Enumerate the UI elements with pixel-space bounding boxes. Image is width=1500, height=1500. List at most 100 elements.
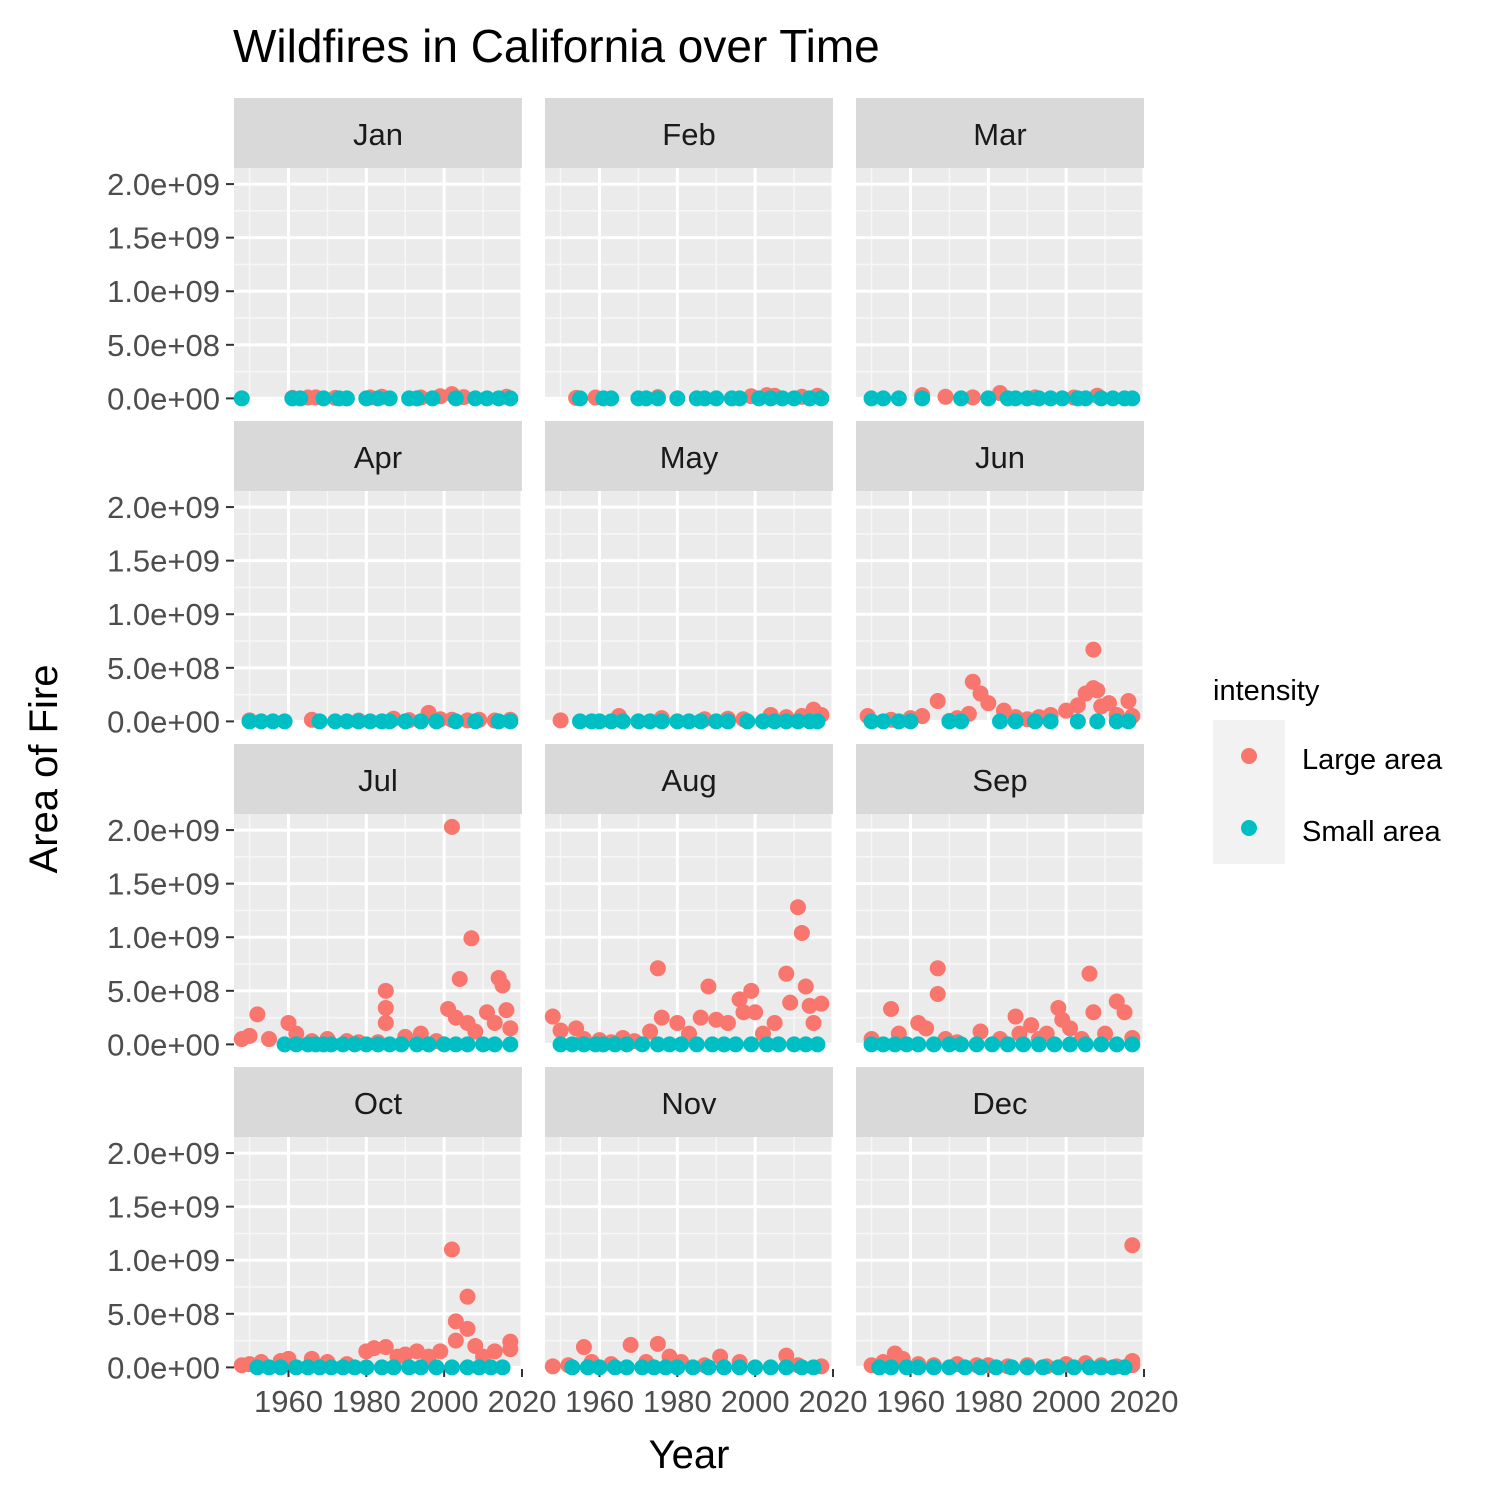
y-tick-label: 1.5e+09 (107, 867, 220, 902)
x-tick-label: 1960 (876, 1384, 945, 1419)
facet-strip (234, 1067, 522, 1137)
point-small-area (471, 1359, 488, 1376)
point-small-area (614, 713, 631, 730)
point-small-area (486, 1036, 503, 1053)
point-large-area (805, 1014, 822, 1031)
point-large-area (1100, 695, 1117, 712)
point-small-area (941, 713, 958, 730)
point-small-area (1089, 713, 1106, 730)
point-small-area (436, 1036, 453, 1053)
point-small-area (805, 1359, 822, 1376)
point-large-area (692, 1009, 709, 1026)
point-small-area (747, 1359, 764, 1376)
y-tick-label: 5.0e+08 (107, 328, 220, 363)
point-small-area (681, 713, 697, 730)
facet-strip-label: Dec (972, 1086, 1027, 1121)
point-small-area (649, 390, 666, 407)
point-small-area (1081, 1359, 1098, 1376)
point-small-area (953, 390, 970, 407)
point-small-area (1030, 390, 1047, 407)
point-small-area (688, 1036, 705, 1053)
point-small-area (988, 1359, 1005, 1376)
x-tick-label: 1960 (254, 1384, 323, 1419)
facet-strip (545, 98, 833, 168)
point-small-area (579, 1359, 596, 1376)
facet-panels: Jan 0.0e+00 5.0e+08 1.0e+09 1.5e+09 2.0e+09 Fe… (107, 98, 1178, 1419)
point-large-area (789, 899, 806, 916)
point-small-area (898, 1359, 915, 1376)
panel-background (545, 491, 833, 723)
x-axis-label: Year (649, 1433, 730, 1477)
y-tick-label: 5.0e+08 (107, 1297, 220, 1332)
point-small-area (603, 390, 620, 407)
point-small-area (708, 390, 725, 407)
point-small-area (953, 713, 970, 730)
point-small-area (1042, 390, 1059, 407)
point-small-area (883, 1359, 900, 1376)
point-large-area (261, 1031, 278, 1048)
point-large-area (1023, 1017, 1040, 1034)
point-small-area (447, 1036, 464, 1053)
point-small-area (564, 1359, 581, 1376)
point-small-area (704, 1036, 721, 1053)
point-small-area (1019, 1359, 1036, 1376)
x-tick-label: 2000 (721, 1384, 790, 1419)
point-small-area (630, 713, 647, 730)
point-small-area (607, 1036, 624, 1053)
y-tick-label: 5.0e+08 (107, 651, 220, 686)
point-small-area (428, 1359, 445, 1376)
chart-title: Wildfires in California over Time (233, 20, 880, 72)
legend-key-background (1213, 720, 1285, 864)
point-large-area (1085, 641, 1102, 658)
point-small-area (385, 1359, 402, 1376)
point-small-area (770, 1036, 787, 1053)
point-small-area (381, 1036, 398, 1053)
point-small-area (490, 390, 507, 407)
point-large-area (669, 1014, 686, 1031)
facet-panel-jan: Jan 0.0e+00 5.0e+08 1.0e+09 1.5e+09 2.0e+09 (107, 98, 524, 416)
point-small-area (863, 1036, 880, 1053)
point-small-area (323, 1359, 340, 1376)
point-large-area (883, 1001, 900, 1018)
y-tick-label: 1.0e+09 (107, 274, 220, 309)
point-small-area (323, 1036, 340, 1053)
point-large-area (1081, 965, 1098, 982)
legend-key-large (1241, 748, 1257, 764)
point-small-area (863, 390, 880, 407)
point-small-area (607, 1359, 624, 1376)
point-large-area (929, 960, 946, 977)
point-large-area (622, 1336, 639, 1353)
y-tick-label: 1.0e+09 (107, 920, 220, 955)
y-tick-label: 1.5e+09 (107, 1190, 220, 1225)
point-small-area (727, 1036, 744, 1053)
facet-panel-aug: Aug (544, 744, 835, 1053)
point-small-area (871, 1359, 888, 1376)
point-small-area (572, 390, 589, 407)
x-tick-label: 2000 (410, 1384, 479, 1419)
point-small-area (381, 390, 398, 407)
point-small-area (634, 1359, 651, 1376)
point-small-area (358, 390, 375, 407)
point-small-area (716, 1036, 733, 1053)
point-small-area (708, 713, 725, 730)
facet-strip (856, 98, 1144, 168)
point-large-area (797, 978, 814, 995)
point-small-area (494, 1359, 511, 1376)
point-small-area (649, 1036, 666, 1053)
point-large-area (544, 1358, 561, 1375)
point-small-area (424, 390, 441, 407)
facet-strip-label: Jun (975, 440, 1025, 475)
x-tick-label: 1980 (332, 1384, 401, 1419)
point-small-area (863, 713, 880, 730)
point-small-area (778, 713, 795, 730)
point-large-area (1007, 1008, 1024, 1025)
point-small-area (1093, 390, 1110, 407)
point-small-area (1104, 390, 1121, 407)
point-large-area (498, 1002, 515, 1019)
point-small-area (992, 713, 1008, 730)
point-small-area (276, 713, 293, 730)
y-tick-label: 2.0e+09 (107, 490, 220, 525)
point-small-area (925, 1359, 942, 1376)
point-large-area (649, 1335, 666, 1352)
point-large-area (432, 1343, 449, 1360)
